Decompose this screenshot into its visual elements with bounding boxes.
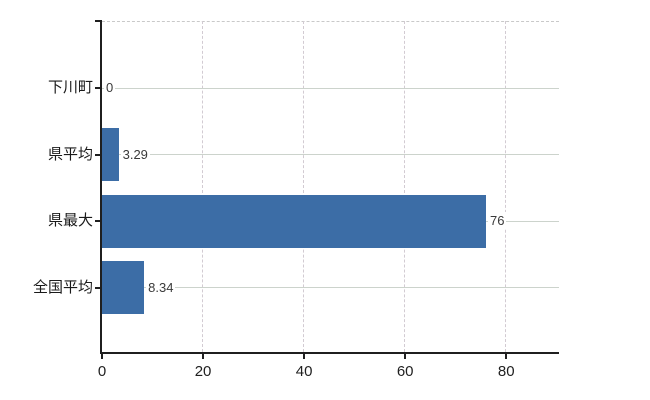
value-label: 8.34 xyxy=(146,278,176,296)
x-tick-label: 80 xyxy=(497,363,515,380)
x-tick-mark xyxy=(505,353,508,359)
v-gridline xyxy=(404,21,406,352)
x-tick-label: 40 xyxy=(295,363,313,380)
category-label: 下川町 xyxy=(47,79,93,96)
category-label: 全国平均 xyxy=(32,278,93,296)
y-tick-mark xyxy=(95,87,102,89)
v-gridline xyxy=(505,21,507,352)
y-tick-mark xyxy=(95,220,102,223)
h-gridline xyxy=(102,87,559,89)
x-axis-line xyxy=(100,352,559,354)
value-label: 76 xyxy=(488,212,507,230)
y-tick-mark xyxy=(95,286,102,289)
category-label: 県最大 xyxy=(47,212,93,230)
h-gridline xyxy=(102,154,559,156)
y-axis-top-tick xyxy=(95,20,102,22)
category-label: 県平均 xyxy=(47,145,93,163)
x-tick-mark xyxy=(404,353,407,359)
x-tick-label: 60 xyxy=(396,363,414,380)
x-tick-label: 0 xyxy=(97,363,107,380)
v-gridline xyxy=(202,21,204,352)
y-axis-line xyxy=(100,21,102,354)
x-tick-mark xyxy=(303,353,306,359)
x-tick-label: 20 xyxy=(194,363,212,380)
plot-area xyxy=(102,21,559,353)
bar xyxy=(102,194,487,248)
h-gridline xyxy=(102,287,559,289)
bar xyxy=(102,128,119,182)
bar xyxy=(102,261,145,315)
value-label: 3.29 xyxy=(120,145,150,163)
x-tick-mark xyxy=(101,353,103,359)
x-tick-mark xyxy=(202,353,205,359)
y-tick-mark xyxy=(95,153,102,156)
value-label: 0 xyxy=(104,79,116,96)
v-gridline xyxy=(303,21,305,352)
